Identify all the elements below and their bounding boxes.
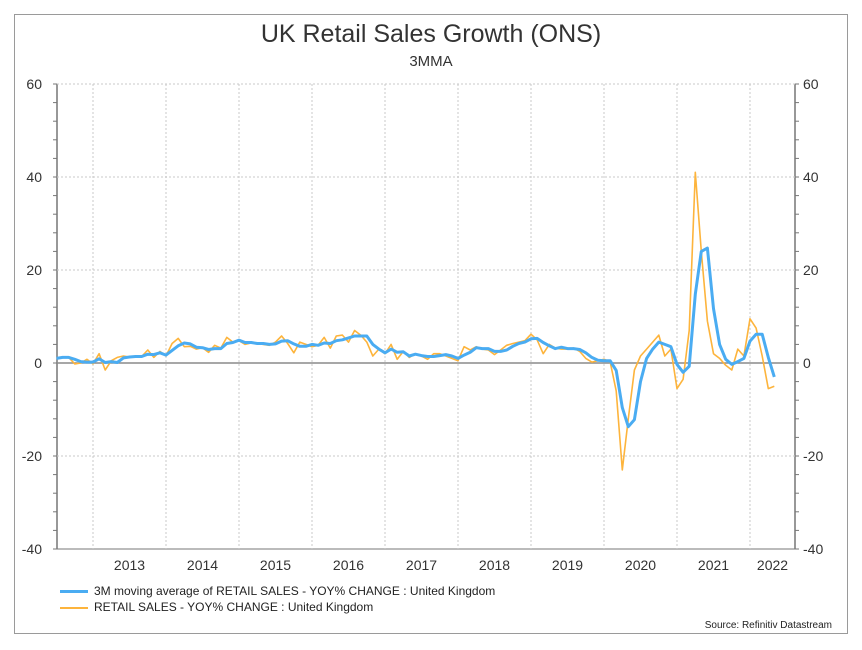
x-tick-label: 2014 xyxy=(187,557,218,573)
y-tick-label-left: -40 xyxy=(22,541,42,557)
y-tick-label-right: -40 xyxy=(803,541,823,557)
y-tick-label-right: 40 xyxy=(803,169,819,185)
x-tick-label: 2013 xyxy=(114,557,145,573)
y-tick-label-right: 20 xyxy=(803,262,819,278)
chart-subtitle: 3MMA xyxy=(409,53,453,70)
chart-frame xyxy=(14,14,848,634)
y-tick-label-right: 0 xyxy=(803,355,811,371)
x-tick-label: 2016 xyxy=(333,557,364,573)
x-tick-label: 2017 xyxy=(406,557,437,573)
series-line-yoy xyxy=(56,171,775,471)
y-tick-label-left: 0 xyxy=(34,355,42,371)
legend-label: RETAIL SALES - YOY% CHANGE : United King… xyxy=(94,600,374,614)
y-tick-label-left: -20 xyxy=(22,448,42,464)
x-tick-label: 2015 xyxy=(260,557,291,573)
legend-label: 3M moving average of RETAIL SALES - YOY%… xyxy=(94,584,496,598)
x-tick-label: 2021 xyxy=(698,557,729,573)
x-tick-label: 2020 xyxy=(625,557,656,573)
legend-swatch-blue xyxy=(60,590,88,594)
x-tick-label: 2019 xyxy=(552,557,583,573)
legend-item-yoy: RETAIL SALES - YOY% CHANGE : United King… xyxy=(60,600,373,614)
chart-title: UK Retail Sales Growth (ONS) xyxy=(260,20,602,48)
y-tick-label-right: -20 xyxy=(803,448,823,464)
series-line-3mma xyxy=(56,246,776,429)
x-tick-label: 2022 xyxy=(757,557,788,573)
y-tick-label-left: 60 xyxy=(26,76,42,92)
legend-swatch-orange xyxy=(60,606,88,609)
y-tick-label-left: 40 xyxy=(26,169,42,185)
legend-item-3mma: 3M moving average of RETAIL SALES - YOY%… xyxy=(60,584,495,598)
source-note: Source: Refinitiv Datastream xyxy=(704,620,832,631)
y-tick-label-left: 20 xyxy=(26,262,42,278)
y-tick-label-right: 60 xyxy=(803,76,819,92)
x-tick-label: 2018 xyxy=(479,557,510,573)
